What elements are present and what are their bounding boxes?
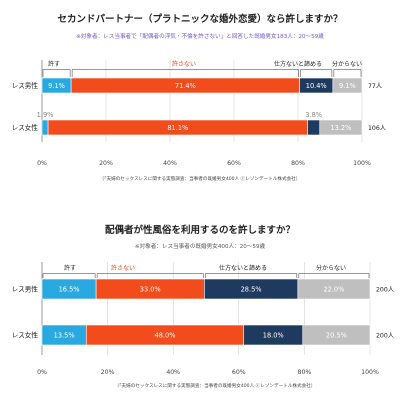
chart-2-data-label: 48.0% <box>155 331 176 339</box>
chart-2-bar-segment <box>302 324 371 346</box>
chart-1-bar-segment <box>307 119 321 136</box>
chart-2-x-ticks: 0% 20% 40% 60% 80% 100% <box>37 369 379 376</box>
chart-2-data-label: 20.5% <box>326 331 347 339</box>
chart-2-subtitle: ※対象者：レス当事者の既婚男女400人：20～59歳 <box>135 242 266 250</box>
chart-2-legend-bracket <box>205 273 298 278</box>
chart-2-data-label: 16.5% <box>59 285 80 293</box>
chart-1: セカンドパートナー（プラトニックな婚外恋愛）なら許しますか？ ※対象者：レス当事… <box>0 0 400 190</box>
chart-2-legend-label: 許す <box>64 264 76 272</box>
chart-2-legend-label: 許さない <box>111 264 135 272</box>
chart-1-data-label: 9.1% <box>48 82 65 90</box>
chart-1-x-tick-label: 0% <box>37 160 47 167</box>
chart-2-category-label: レス女性 <box>12 330 39 339</box>
chart-1-legend-bracket <box>71 69 299 77</box>
chart-1-x-tick-label: 40% <box>163 160 177 167</box>
chart-2-x-tick-label: 60% <box>232 369 246 376</box>
chart-2-data-label: 33.0% <box>140 285 161 293</box>
chart-2-category-label: レス男性 <box>12 284 39 293</box>
chart-2-x-tick-label: 80% <box>298 369 312 376</box>
chart-2-data-label: 22.0% <box>323 285 344 293</box>
chart-1-x-tick-label: 60% <box>227 160 241 167</box>
chart-1-legend-label: 仕方ないと諦める <box>274 60 322 68</box>
chart-1-bar-segment <box>332 77 363 94</box>
chart-1-legend-bracket <box>42 69 71 77</box>
chart-1-legend: 許す 許さない 仕方ないと諦める 分からない <box>42 60 362 77</box>
chart-1-legend-bracket <box>333 69 362 77</box>
chart-1-gridlines <box>41 60 363 142</box>
chart-1-data-label: 13.2% <box>330 124 351 132</box>
chart-1-data-label: 1.9% <box>37 111 54 119</box>
chart-1-legend-label: 分からない <box>332 60 362 68</box>
chart-2-row-total: 200人 <box>376 286 394 293</box>
chart-1-background <box>0 0 400 190</box>
chart-1-legend-label: 許さない <box>172 60 196 68</box>
chart-1-bar-segment <box>41 119 49 136</box>
chart-1-data-label: 3.8% <box>305 111 322 119</box>
chart-2-bar-segment <box>297 278 371 300</box>
chart-1-data-label: 9.1% <box>339 82 356 90</box>
chart-2-title: 配偶者が性風俗を利用するのを許しますか？ <box>105 224 295 236</box>
chart-2-legend-bracket <box>298 273 370 278</box>
chart-1-x-tick-label: 100% <box>353 160 371 167</box>
chart-2-background <box>0 205 400 400</box>
chart-2-x-tick-label: 0% <box>37 369 47 376</box>
chart-2-legend: 許す 許さない 仕方ないと諦める 分からない <box>42 264 370 278</box>
chart-1-source-note: （「夫婦のセックスレスに関する実態調査：当事者の既婚男女400人 ⓒレゾンデート… <box>100 175 301 182</box>
chart-2-source-note: （「夫婦のセックスレスに関する実態調査：当事者の既婚男女400人 ⓒレゾンデート… <box>115 382 316 389</box>
chart-2-legend-bracket <box>96 273 204 278</box>
chart-1-x-tick-label: 20% <box>99 160 113 167</box>
chart-2-data-label: 28.5% <box>241 285 262 293</box>
chart-1-subtitle: ※対象者：レス当事者で「配偶者の浮気・不倫を許さない」と回答した既婚男女183人… <box>76 32 324 40</box>
chart-2-data-label: 18.0% <box>263 331 284 339</box>
chart-1-data-label: 10.4% <box>306 82 327 90</box>
chart-1-data-label: 81.1% <box>167 124 188 132</box>
chart-2: 配偶者が性風俗を利用するのを許しますか？ ※対象者：レス当事者の既婚男女400人… <box>0 205 400 400</box>
chart-1-data-label: 71.4% <box>175 82 196 90</box>
chart-1-title: セカンドパートナー（プラトニックな婚外恋愛）なら許しますか？ <box>57 13 342 25</box>
chart-1-category-label: レス女性 <box>12 123 39 132</box>
chart-2-legend-label: 分からない <box>316 264 346 272</box>
chart-1-category-label: レス男性 <box>12 81 39 90</box>
chart-2-row-total: 200人 <box>376 332 394 339</box>
chart-1-x-tick-label: 80% <box>291 160 305 167</box>
chart-1-x-ticks: 0% 20% 40% 60% 80% 100% <box>37 160 371 167</box>
chart-1-legend-label: 許す <box>48 60 60 68</box>
chart-1-legend-bracket <box>300 69 333 77</box>
chart-2-legend-label: 仕方ないと諦める <box>219 264 267 272</box>
chart-1-bar-segment <box>319 119 363 136</box>
chart-2-x-tick-label: 40% <box>166 369 180 376</box>
chart-1-row-total: 106人 <box>368 125 386 132</box>
chart-2-legend-bracket <box>42 273 96 278</box>
chart-1-row-total: 77人 <box>368 83 382 90</box>
chart-2-x-tick-label: 100% <box>361 369 379 376</box>
chart-2-data-label: 13.5% <box>54 331 75 339</box>
chart-2-x-tick-label: 20% <box>101 369 115 376</box>
